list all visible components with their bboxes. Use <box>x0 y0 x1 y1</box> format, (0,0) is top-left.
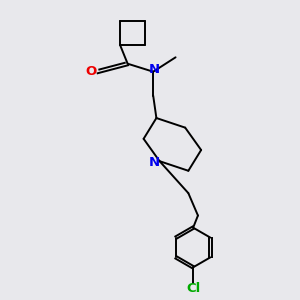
Text: Cl: Cl <box>186 282 200 295</box>
Text: O: O <box>85 65 97 78</box>
Text: N: N <box>149 156 160 169</box>
Text: N: N <box>148 63 159 76</box>
